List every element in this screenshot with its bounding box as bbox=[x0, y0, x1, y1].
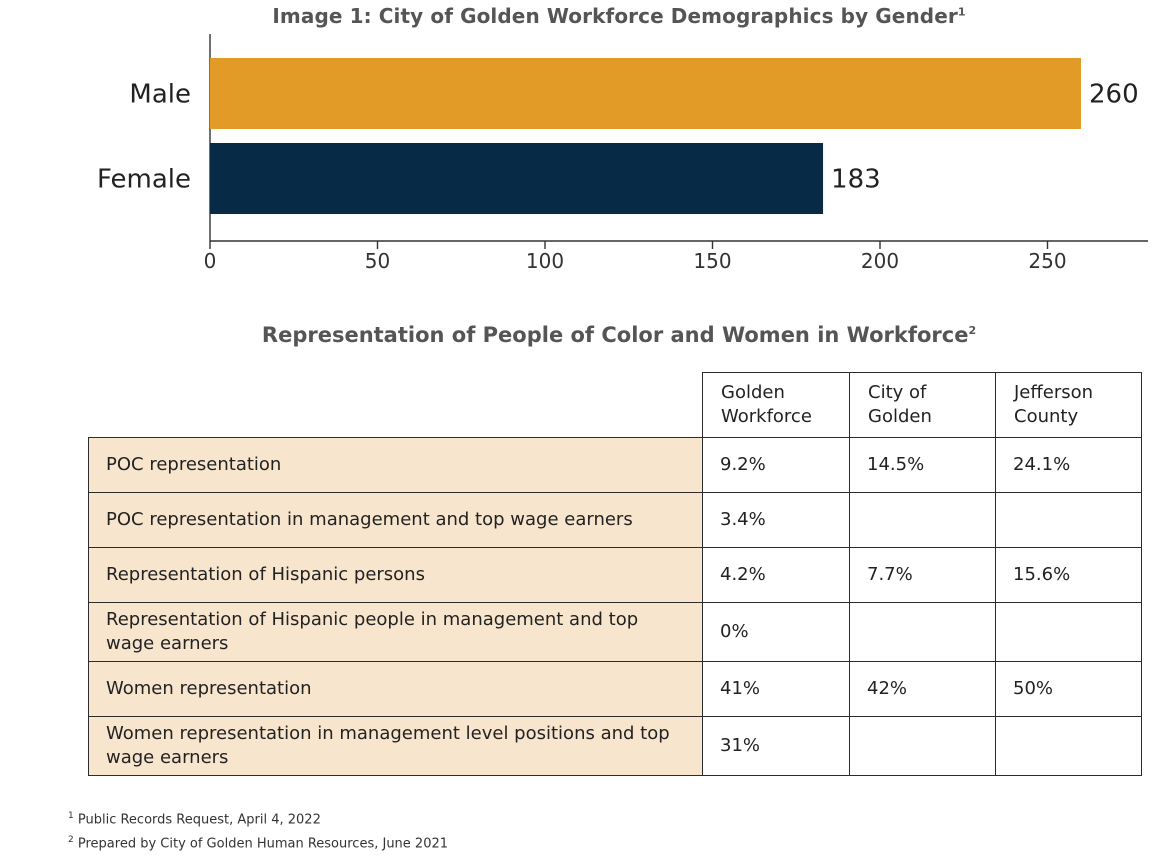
cell-golden-workforce: 4.2% bbox=[702, 547, 850, 603]
cell-city-of-golden bbox=[849, 716, 996, 776]
chart-title-footnote-marker: 1 bbox=[957, 5, 966, 19]
footnotes: 1 Public Records Request, April 4, 2022 … bbox=[68, 806, 448, 855]
x-tick-label-0: 0 bbox=[204, 249, 217, 273]
footnote-text: Public Records Request, April 4, 2022 bbox=[77, 812, 321, 828]
bar-female bbox=[210, 143, 824, 214]
x-tick-label-100: 100 bbox=[526, 249, 564, 273]
x-tick-label-50: 50 bbox=[365, 249, 390, 273]
cell-golden-workforce: 31% bbox=[702, 716, 850, 776]
cell-jefferson-county bbox=[995, 492, 1142, 548]
row-label: Representation of Hispanic persons bbox=[88, 547, 703, 603]
data-label-male: 260 bbox=[1089, 80, 1139, 110]
cell-jefferson-county bbox=[995, 716, 1142, 776]
bar-chart: 0 50 100 150 200 250 Male 260 Female 183 bbox=[97, 34, 1148, 273]
cell-city-of-golden bbox=[849, 602, 996, 662]
footnote-text: Prepared by City of Golden Human Resourc… bbox=[77, 836, 449, 852]
x-tick-label-200: 200 bbox=[861, 249, 899, 273]
footnote-marker: 2 bbox=[68, 835, 74, 846]
footnote: 2 Prepared by City of Golden Human Resou… bbox=[68, 830, 448, 854]
chart-title: Image 1: City of Golden Workforce Demogr… bbox=[0, 4, 1165, 28]
representation-table: Golden Workforce City of Golden Jefferso… bbox=[88, 372, 1142, 776]
category-label-female: Female bbox=[97, 165, 191, 195]
footnote-marker: 1 bbox=[68, 811, 74, 821]
category-label-male: Male bbox=[129, 80, 191, 110]
column-header-city-of-golden: City of Golden bbox=[849, 372, 996, 438]
cell-jefferson-county: 15.6% bbox=[995, 547, 1142, 603]
cell-jefferson-county: 24.1% bbox=[995, 437, 1142, 493]
table-row: POC representation in management and top… bbox=[88, 492, 1142, 548]
footnote: 1 Public Records Request, April 4, 2022 bbox=[68, 806, 448, 830]
table-header-row: Golden Workforce City of Golden Jefferso… bbox=[89, 372, 1142, 438]
cell-city-of-golden bbox=[849, 492, 996, 548]
x-tick-label-250: 250 bbox=[1028, 249, 1066, 273]
cell-jefferson-county: 50% bbox=[995, 661, 1142, 717]
cell-city-of-golden: 7.7% bbox=[849, 547, 996, 603]
chart-title-text: Image 1: City of Golden Workforce Demogr… bbox=[272, 4, 958, 28]
x-tick-label-150: 150 bbox=[693, 249, 731, 273]
data-label-female: 183 bbox=[831, 165, 881, 195]
column-header-golden-workforce: Golden Workforce bbox=[702, 372, 850, 438]
cell-jefferson-county bbox=[995, 602, 1142, 662]
table-row: Women representation in management level… bbox=[88, 716, 1142, 776]
table-title: Representation of People of Color and Wo… bbox=[0, 323, 1165, 347]
row-label: POC representation in management and top… bbox=[88, 492, 703, 548]
cell-golden-workforce: 41% bbox=[702, 661, 850, 717]
table-title-footnote-marker: 2 bbox=[968, 324, 977, 337]
cell-golden-workforce: 3.4% bbox=[702, 492, 850, 548]
row-label: Representation of Hispanic people in man… bbox=[88, 602, 703, 662]
row-label: POC representation bbox=[88, 437, 703, 493]
row-label: Women representation in management level… bbox=[88, 716, 703, 776]
bar-male bbox=[210, 58, 1081, 129]
table-row: Representation of Hispanic persons 4.2% … bbox=[88, 547, 1142, 603]
cell-golden-workforce: 9.2% bbox=[702, 437, 850, 493]
table-row: Women representation 41% 42% 50% bbox=[88, 661, 1142, 717]
table-title-text: Representation of People of Color and Wo… bbox=[261, 323, 969, 347]
table-row: Representation of Hispanic people in man… bbox=[88, 602, 1142, 662]
table-row: POC representation 9.2% 14.5% 24.1% bbox=[88, 437, 1142, 493]
cell-city-of-golden: 42% bbox=[849, 661, 996, 717]
cell-golden-workforce: 0% bbox=[702, 602, 850, 662]
row-label: Women representation bbox=[88, 661, 703, 717]
table-corner bbox=[89, 373, 703, 438]
cell-city-of-golden: 14.5% bbox=[849, 437, 996, 493]
column-header-jefferson-county: Jefferson County bbox=[995, 372, 1142, 438]
